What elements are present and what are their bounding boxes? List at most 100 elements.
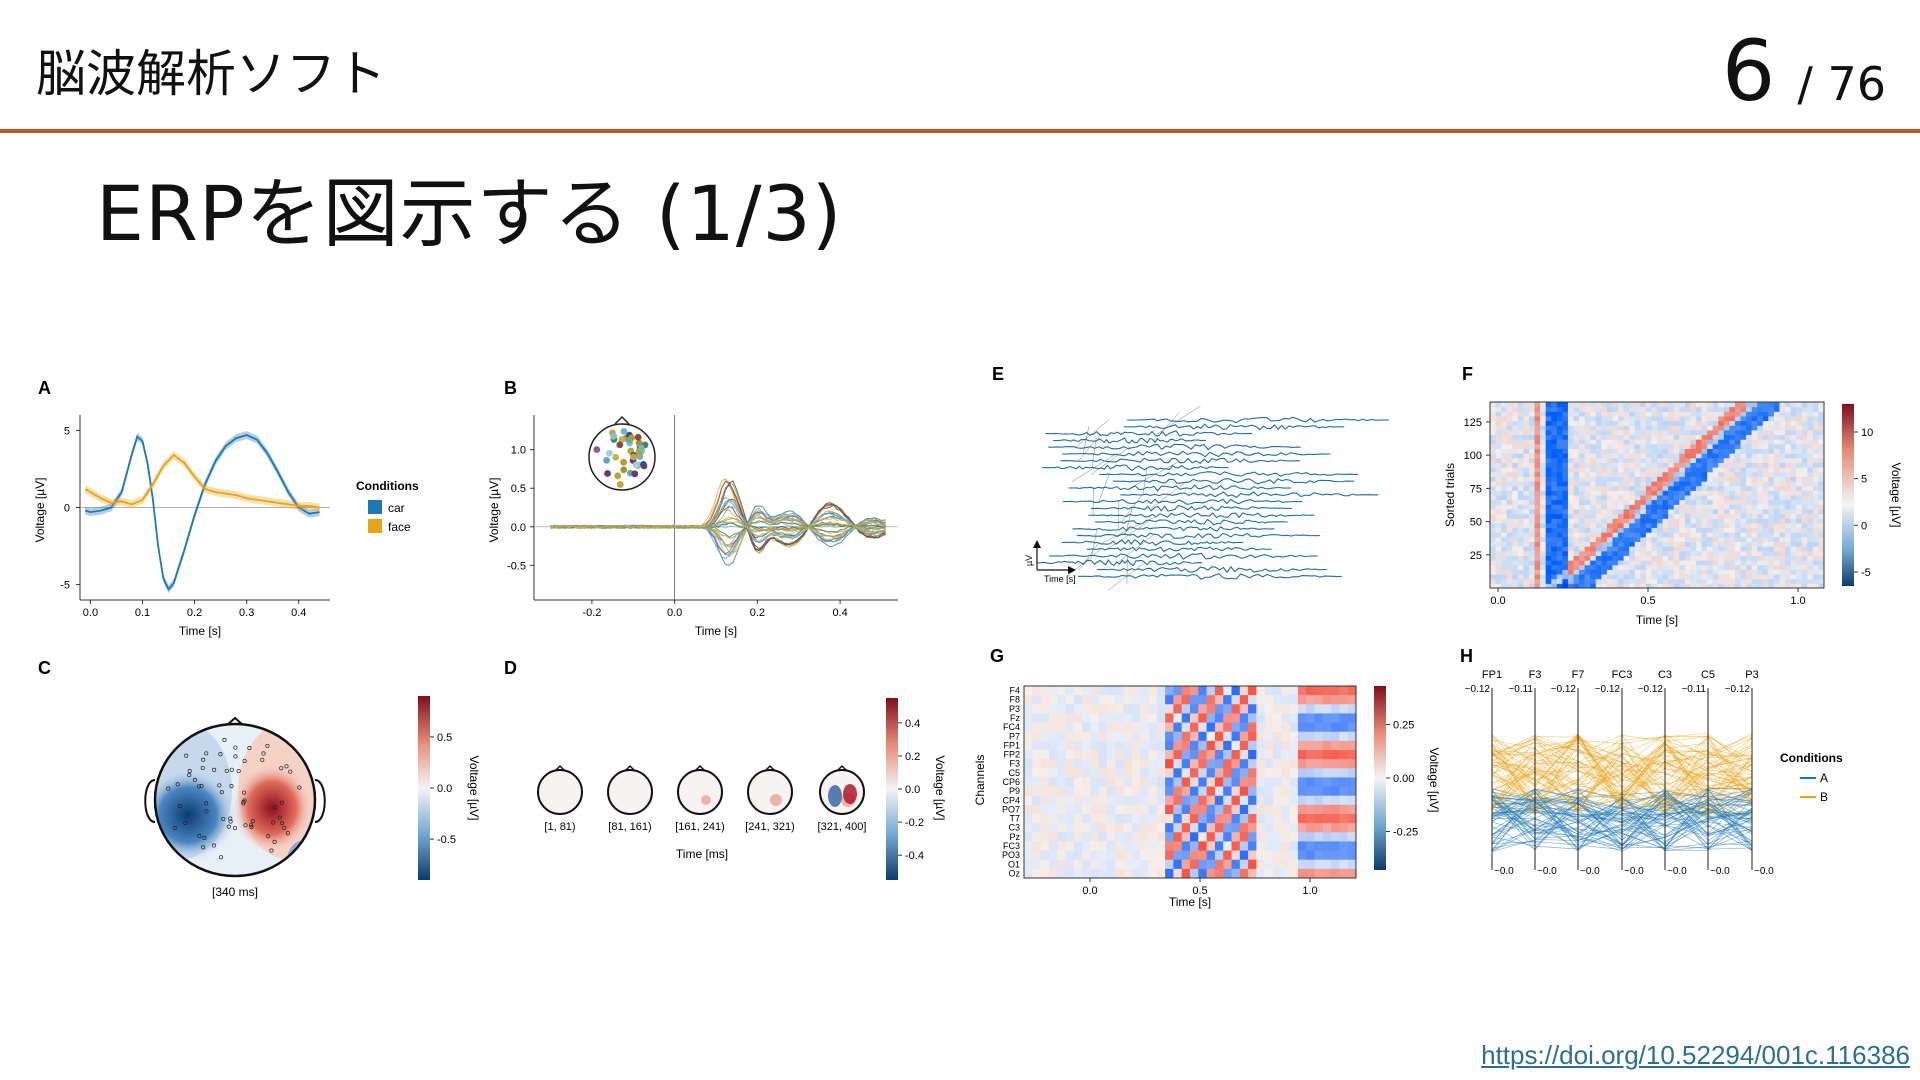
- panel-f-colorbar: [1842, 404, 1854, 586]
- panel-c-colorbar-label: Voltage [µV]: [467, 756, 481, 821]
- channel-tick: P9: [1009, 786, 1020, 796]
- panel-b-ytick: 0.0: [511, 522, 526, 534]
- trial-trace: [1068, 484, 1292, 492]
- trial-trace: [1123, 423, 1345, 431]
- electrode-marker: [228, 816, 233, 821]
- topo-label: [241, 321): [745, 821, 795, 833]
- inset-electrode: [610, 432, 618, 440]
- parallel-axis-max: ~0.12: [1465, 684, 1491, 695]
- channel-tick: FP2: [1003, 750, 1020, 760]
- trial-trace: [1099, 471, 1359, 477]
- parallel-axis-min: ~0.0: [1494, 866, 1514, 877]
- electrode-marker: [202, 835, 207, 840]
- legend-label-a: A: [1820, 771, 1828, 785]
- panel-b: -0.2 0.0 0.2 0.4 -0.5 0.0 0.5 1.0 Time [s] Volt…: [487, 415, 898, 638]
- panel-d-cbar-tick: 0.4: [905, 718, 920, 730]
- legend-label-car: car: [388, 501, 405, 515]
- panel-a-xlabel: Time [s]: [179, 624, 221, 638]
- trial-trace: [1063, 498, 1303, 505]
- legend-swatch-car: [368, 500, 382, 514]
- electrode-marker: [279, 766, 284, 771]
- legend-label-b: B: [1820, 790, 1828, 804]
- electrode-marker: [241, 799, 246, 805]
- panel-a: 0.0 0.1 0.2 0.3 0.4 -5 0 5 Time [s] Voltage [µV…: [33, 415, 419, 638]
- legend-label-face: face: [388, 520, 411, 534]
- panel-a-xtick: 0.3: [239, 607, 254, 619]
- panel-d: [1, 81) [81, 161) [161, 241) [241, 321) [321…: [537, 698, 947, 880]
- inset-electrode: [593, 446, 601, 454]
- series-line-face: [84, 453, 320, 509]
- topo-map: [607, 764, 653, 815]
- electrode-marker: [204, 801, 209, 806]
- panel-b-ytick: 0.5: [511, 483, 526, 495]
- trial-trace: [1062, 450, 1331, 458]
- inset-electrode: [640, 461, 647, 468]
- parallel-axis-name: FP1: [1482, 669, 1502, 681]
- panel-g-xtick: 0.5: [1192, 885, 1207, 897]
- panel-d-colorbar-label: Voltage [µV]: [933, 756, 947, 821]
- panel-c: [340 ms] 0.5 0.0 -0.5 Voltage [µV]: [144, 696, 481, 899]
- panel-label-f: F: [1462, 364, 1473, 384]
- parallel-axis-min: ~0.0: [1624, 866, 1644, 877]
- page-total: / 76: [1797, 57, 1886, 111]
- electrode-marker: [200, 765, 205, 771]
- electrode-marker: [241, 801, 246, 806]
- panel-c-cbar-tick: -0.5: [437, 834, 456, 846]
- parallel-axis-name: C3: [1658, 669, 1672, 681]
- channel-tick: FC3: [1003, 841, 1020, 851]
- channel-tick: T7: [1009, 814, 1020, 824]
- electrode-inset: [588, 415, 656, 491]
- electrode-marker: [285, 831, 290, 836]
- electrode-marker: [211, 843, 217, 848]
- page-current: 6: [1721, 22, 1776, 120]
- trial-trace: [1072, 526, 1275, 532]
- erp-figure: A B C D E F G H 0.0 0.1 0.2 0.3 0.4 -5 0 5 Time…: [33, 364, 1903, 909]
- parallel-axis-name: C5: [1701, 669, 1715, 681]
- panel-c-cbar-tick: 0.5: [437, 732, 452, 744]
- electrode-marker: [243, 823, 248, 828]
- doi-link[interactable]: https://doi.org/10.52294/001c.116386: [1481, 1040, 1910, 1070]
- topo-label: [81, 161): [608, 821, 651, 833]
- panel-d-cbar-tick: -0.4: [905, 850, 924, 862]
- electrode-marker: [212, 767, 217, 772]
- channel-tick: Fz: [1010, 713, 1020, 723]
- panel-b-ytick: -0.5: [507, 560, 526, 572]
- electrode-marker: [218, 855, 224, 860]
- trial-trace: [1048, 552, 1318, 560]
- panel-g-xtick: 0.0: [1082, 885, 1097, 897]
- inset-electrode: [604, 470, 611, 477]
- channel-trace: [550, 509, 886, 537]
- panel-f-ytick: 75: [1470, 483, 1482, 495]
- panel-g-cbar-tick: 0.25: [1393, 720, 1414, 732]
- electrode-marker: [197, 833, 202, 839]
- parallel-axis-max: ~0.12: [1725, 684, 1751, 695]
- panel-a-xtick: 0.4: [291, 607, 306, 619]
- electrode-marker: [271, 820, 276, 825]
- trial-trace: [1060, 457, 1300, 465]
- parallel-axis-name: F3: [1529, 669, 1542, 681]
- electrode-marker: [219, 790, 224, 795]
- trial-trace: [1120, 491, 1379, 499]
- trial-trace: [1036, 559, 1203, 567]
- channel-tick: C3: [1008, 823, 1020, 833]
- trial-trace: [1086, 546, 1272, 553]
- inset-electrode: [603, 456, 610, 464]
- electrode-marker: [250, 819, 255, 824]
- parallel-axis-min: ~0.0: [1537, 866, 1557, 877]
- panel-a-xtick: 0.1: [135, 607, 150, 619]
- panel-e-scale-y: µV: [1024, 555, 1034, 566]
- panel-label-g: G: [990, 646, 1004, 666]
- parallel-axis-min: ~0.0: [1580, 866, 1600, 877]
- panel-f-cbar-tick: 10: [1861, 427, 1873, 439]
- channel-tick: C5: [1008, 768, 1020, 778]
- electrode-marker: [272, 839, 277, 844]
- topo-map: [677, 764, 723, 815]
- channel-tick: CP6: [1002, 777, 1020, 787]
- electrode-marker: [277, 815, 282, 820]
- panel-a-ytick: 5: [64, 425, 70, 437]
- trial-trace: [1053, 437, 1206, 444]
- parallel-axis-min: ~0.0: [1754, 866, 1774, 877]
- panel-c-caption: [340 ms]: [212, 885, 258, 899]
- panel-d-cbar-tick: 0.2: [905, 751, 920, 763]
- parallel-axis-min: ~0.0: [1710, 866, 1730, 877]
